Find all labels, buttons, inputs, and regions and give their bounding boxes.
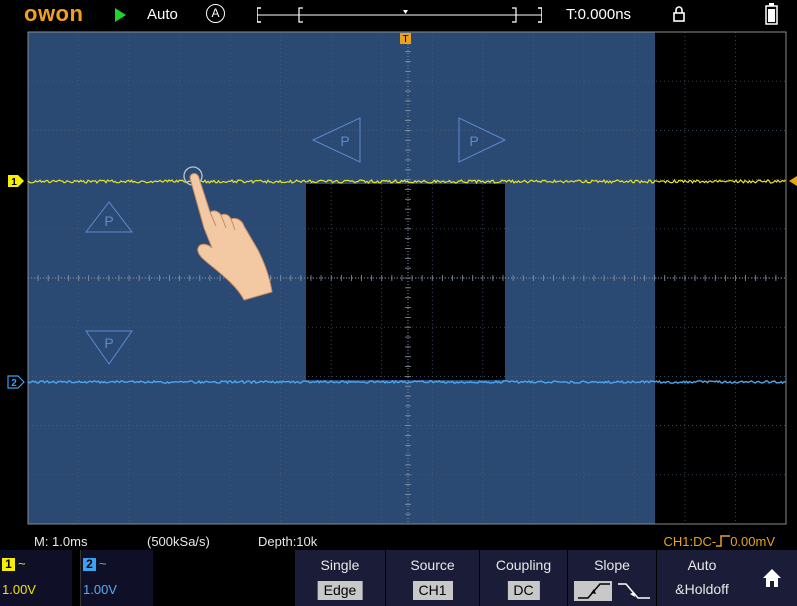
slope-button[interactable]: Slope bbox=[567, 550, 656, 606]
svg-text:P: P bbox=[469, 133, 478, 149]
ch2-status[interactable]: 2 ~ 1.00V bbox=[80, 550, 153, 606]
source-label: Source bbox=[410, 557, 455, 573]
holdoff-label: &Holdoff bbox=[675, 581, 729, 597]
status-bar: owon Auto A T:0.000ns bbox=[0, 0, 797, 30]
source-value: CH1 bbox=[412, 581, 453, 600]
home-icon bbox=[763, 569, 781, 587]
sample-rate-readout: (500kSa/s) bbox=[147, 534, 210, 549]
graticule-grid bbox=[27, 31, 786, 525]
trigger-type-label: Single bbox=[320, 557, 360, 573]
ch1-volts-div: 1.00V bbox=[2, 582, 36, 597]
trigger-mode-label[interactable]: Auto bbox=[147, 6, 178, 23]
owon-logo: owon bbox=[24, 1, 84, 26]
pointing-hand-icon bbox=[183, 166, 273, 301]
svg-text:P: P bbox=[104, 213, 113, 229]
auto-label: Auto bbox=[687, 557, 717, 573]
play-icon[interactable] bbox=[115, 8, 126, 22]
auto-a-icon: A bbox=[206, 4, 225, 23]
home-button[interactable] bbox=[747, 550, 797, 606]
trigger-type-button[interactable]: Single Edge bbox=[294, 550, 385, 606]
battery-icon bbox=[765, 3, 778, 25]
auto-holdoff-button[interactable]: Auto &Holdoff bbox=[656, 550, 747, 606]
ch1-coupling: ~ bbox=[18, 556, 26, 571]
gesture-arrow-right-icon: P bbox=[458, 117, 507, 163]
memory-depth-readout: Depth:10k bbox=[258, 534, 318, 549]
gesture-arrow-left-icon: P bbox=[311, 117, 361, 163]
gesture-arrow-up-icon: P bbox=[84, 201, 134, 233]
trigger-position-bar[interactable] bbox=[257, 5, 542, 25]
ch2-waveform bbox=[27, 379, 786, 385]
svg-text:2: 2 bbox=[11, 378, 17, 389]
trigger-info-readout: CH1:DC- 0.00mV bbox=[663, 534, 775, 549]
falling-slope-icon bbox=[618, 583, 650, 599]
slope-label: Slope bbox=[594, 557, 630, 573]
ch1-tag: 1 bbox=[2, 558, 15, 571]
acquisition-info-line: M: 1.0ms (500kSa/s) Depth:10k CH1:DC- 0.0… bbox=[0, 532, 797, 550]
trigger-time-readout: T:0.000ns bbox=[566, 6, 632, 23]
gesture-overlay-bottom bbox=[306, 380, 505, 524]
ch1-status[interactable]: 1 ~ 1.00V bbox=[0, 550, 72, 606]
coupling-button[interactable]: Coupling DC bbox=[479, 550, 567, 606]
trigger-type-value: Edge bbox=[317, 581, 363, 600]
coupling-label: Coupling bbox=[495, 557, 552, 573]
gesture-overlay-top bbox=[306, 32, 505, 184]
svg-text:P: P bbox=[104, 335, 113, 351]
source-button[interactable]: Source CH1 bbox=[385, 550, 479, 606]
trigger-position-marker[interactable]: T bbox=[400, 33, 411, 45]
svg-text:T: T bbox=[402, 34, 408, 45]
timebase-readout[interactable]: M: 1.0ms bbox=[34, 534, 88, 549]
lock-icon bbox=[673, 6, 685, 22]
ch1-waveform bbox=[27, 178, 786, 185]
svg-text:P: P bbox=[340, 133, 349, 149]
bottom-menu: 1 ~ 1.00V 2 ~ 1.00V Single Edge Source C… bbox=[0, 550, 797, 606]
ch2-tag: 2 bbox=[83, 558, 96, 571]
slope-selector bbox=[574, 581, 650, 601]
ch2-coupling: ~ bbox=[99, 556, 107, 571]
ch2-volts-div: 1.00V bbox=[83, 582, 117, 597]
coupling-value: DC bbox=[507, 581, 540, 600]
waveform-display[interactable]: T 1 2 P P P P bbox=[0, 30, 797, 526]
trigger-level-marker[interactable] bbox=[789, 176, 797, 186]
ch1-offset-marker[interactable]: 1 bbox=[8, 175, 24, 188]
gesture-arrow-down-icon: P bbox=[85, 330, 133, 365]
ch2-offset-marker[interactable]: 2 bbox=[7, 375, 25, 389]
svg-text:1: 1 bbox=[11, 177, 17, 188]
